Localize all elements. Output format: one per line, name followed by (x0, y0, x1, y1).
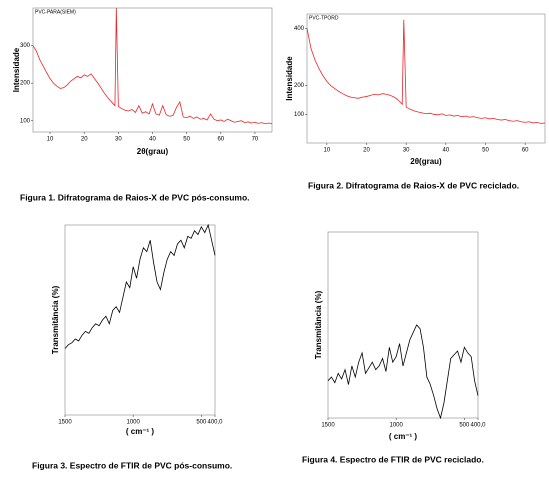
x-tick-label: 20 (363, 148, 370, 154)
y-tick-label: 300 (20, 43, 31, 49)
figure-caption: Figura 1. Difratograma de Raios-X de PVC… (20, 192, 250, 202)
data-line (64, 223, 216, 349)
x-tick-label: 500 (459, 423, 470, 429)
plot-frame (64, 224, 216, 416)
x-tick-label: 400,0 (207, 420, 223, 426)
x-tick-label: 1000 (390, 423, 404, 429)
x-tick-label: 500 (196, 420, 207, 426)
y-tick-label: 200 (294, 83, 305, 89)
x-tick-label: 60 (522, 148, 529, 154)
y-axis-label: Transmitância (%) (51, 285, 60, 354)
figure-caption: Figura 3. Espectro de FTIR de PVC pós-co… (32, 460, 232, 470)
data-line (306, 19, 546, 124)
y-tick-label: 100 (294, 112, 305, 118)
x-tick-label: 20 (81, 137, 88, 143)
x-axis-label: ( cm⁻¹ ) (126, 427, 155, 436)
x-tick-label: 30 (115, 137, 122, 143)
x-axis-label: 2θ(grau) (410, 157, 442, 166)
x-tick-label: 1000 (127, 420, 141, 426)
y-tick-label: 100 (20, 118, 31, 124)
x-tick-label: 10 (323, 148, 330, 154)
y-tick-label: 200 (20, 81, 31, 87)
x-tick-label: 70 (252, 137, 259, 143)
plot-frame (306, 13, 546, 144)
y-axis-label: Transmitância (%) (314, 290, 323, 359)
y-axis-label: Intensidade (12, 47, 21, 92)
x-tick-label: 40 (442, 148, 449, 154)
data-line (327, 324, 479, 420)
x-tick-label: 1500 (58, 420, 72, 426)
x-tick-label: 10 (47, 137, 54, 143)
x-tick-label: 60 (217, 137, 224, 143)
x-tick-label: 50 (183, 137, 190, 143)
x-axis-label: 2θ(grau) (137, 147, 169, 156)
plot-frame (327, 231, 479, 419)
x-tick-label: 400,0 (470, 423, 486, 429)
figure-caption: Figura 4. Espectro de FTIR de PVC recicl… (302, 454, 484, 464)
x-tick-label: 40 (149, 137, 156, 143)
x-axis-label: ( cm⁻¹ ) (389, 432, 418, 441)
y-tick-label: 400 (294, 26, 305, 32)
x-tick-label: 1500 (321, 423, 335, 429)
plot-subtitle: PVC-PARA(SIEM) (35, 9, 76, 15)
plot-frame (32, 7, 273, 133)
data-line (32, 7, 273, 125)
x-tick-label: 50 (482, 148, 489, 154)
figure-caption: Figura 2. Difratograma de Raios-X de PVC… (308, 180, 519, 190)
x-tick-label: 30 (403, 148, 410, 154)
plot-subtitle: PVC-TPORD (309, 15, 339, 21)
y-axis-label: Intensidade (285, 56, 294, 101)
